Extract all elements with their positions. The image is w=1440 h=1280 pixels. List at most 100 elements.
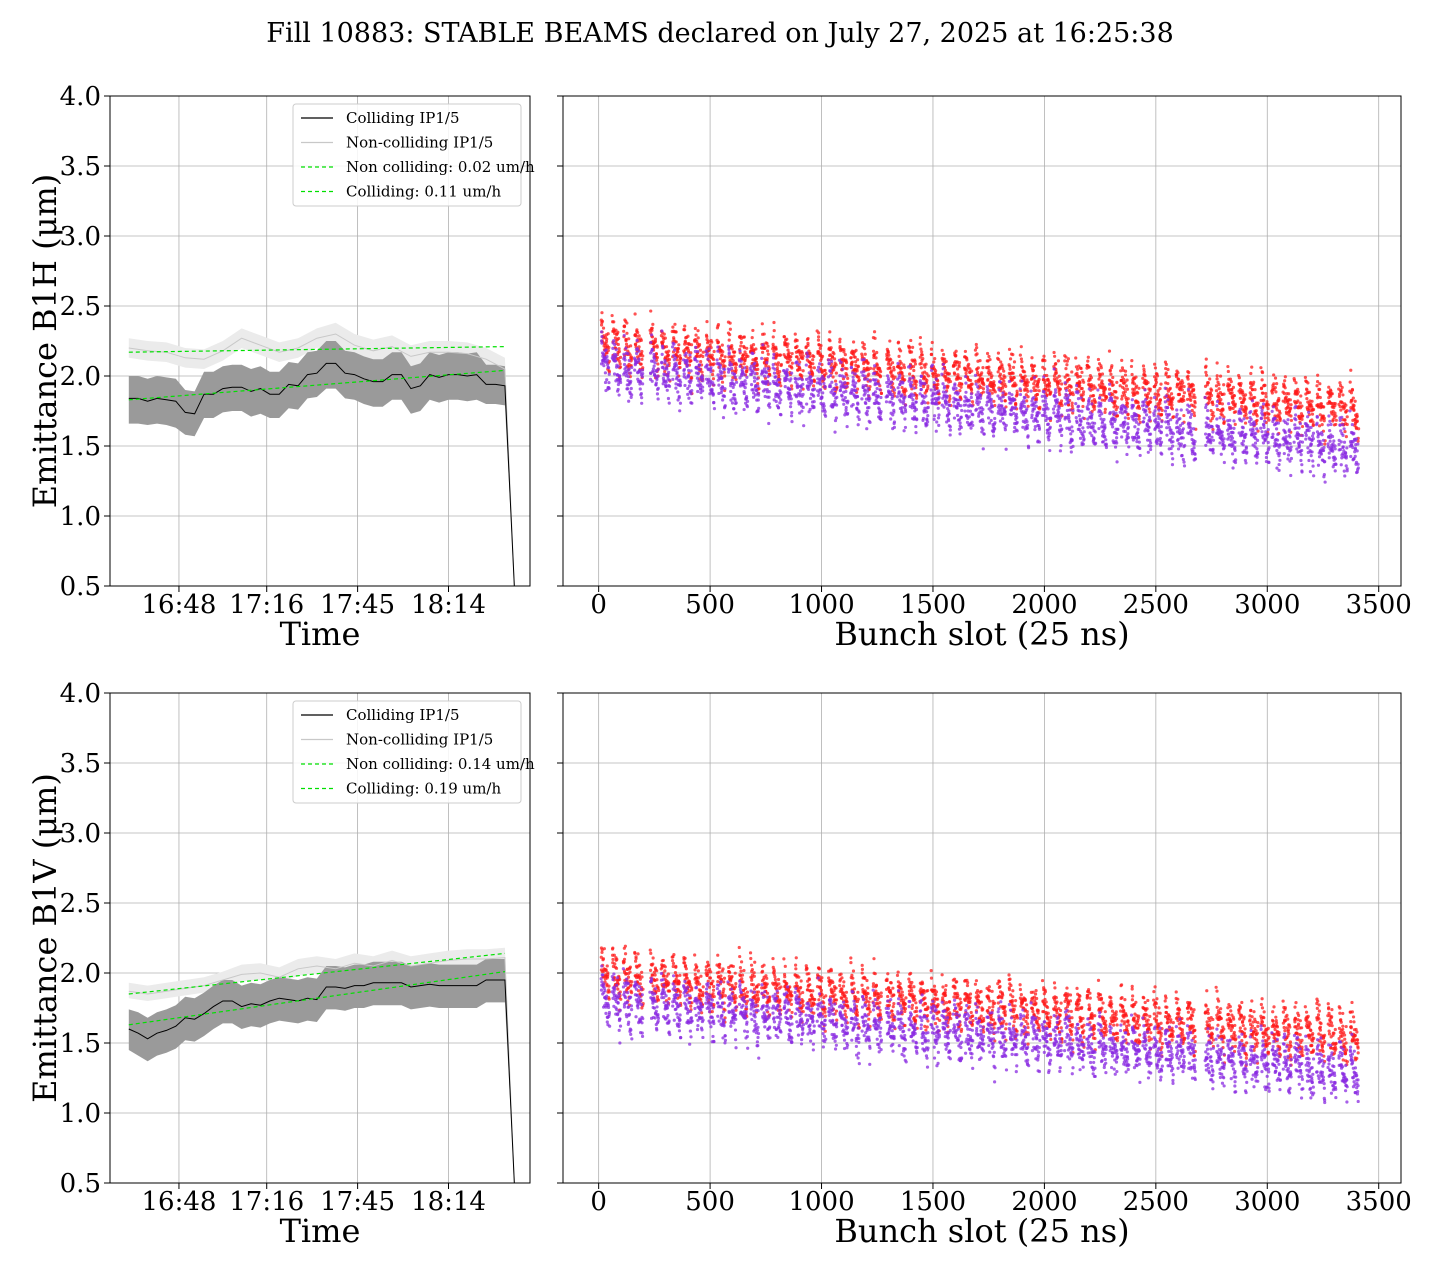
bunch-point	[846, 411, 850, 416]
bunch-point	[943, 357, 947, 361]
bunch-point	[622, 362, 627, 367]
bunch-point	[712, 383, 716, 387]
bunch-point	[808, 407, 812, 411]
bunch-point	[1055, 400, 1059, 404]
bunch-point	[937, 423, 941, 427]
bunch-point	[640, 375, 645, 379]
bunch-point	[1338, 418, 1342, 423]
bunch-point	[1164, 371, 1168, 375]
bunch-point	[1078, 422, 1083, 427]
bunch-point	[667, 370, 671, 374]
bunch-point	[926, 386, 930, 390]
bunch-point	[1057, 410, 1061, 414]
bunch-point	[1163, 409, 1168, 413]
bunch-point	[600, 311, 604, 315]
bunch-point	[1355, 449, 1359, 453]
bunch-point	[851, 371, 855, 375]
bunch-point	[726, 370, 731, 374]
bunch-point	[932, 360, 936, 364]
bunch-point	[1047, 438, 1051, 442]
bunch-point	[667, 357, 672, 362]
bunch-point	[1130, 358, 1134, 363]
bunch-point	[1075, 367, 1080, 371]
bunch-point	[1217, 383, 1221, 387]
bunch-point	[1042, 354, 1046, 358]
bunch-point	[929, 388, 933, 392]
bunch-point	[800, 351, 804, 355]
bunch-point	[686, 374, 691, 378]
bunch-point	[1292, 378, 1297, 382]
bunch-point	[953, 372, 957, 376]
bunch-point	[989, 371, 993, 375]
bunch-point	[872, 330, 877, 334]
bunch-point	[934, 377, 938, 381]
bunch-point	[1243, 393, 1248, 397]
bunch-point	[1289, 418, 1294, 423]
bunch-point	[739, 340, 743, 345]
bunch-point	[1026, 395, 1030, 399]
bunch-point	[1333, 411, 1337, 415]
bunch-point	[1153, 362, 1157, 366]
bunch-point	[1012, 360, 1017, 364]
bunch-point	[1193, 405, 1197, 409]
bunch-point	[1283, 431, 1287, 435]
bunch-point	[971, 413, 975, 417]
bunch-point	[618, 377, 622, 381]
bunch-point	[1159, 382, 1163, 386]
figure-title: Fill 10883: STABLE BEAMS declared on Jul…	[266, 18, 1174, 49]
bunch-point	[1067, 393, 1071, 397]
bunch-point	[1146, 391, 1150, 396]
bunch-point	[682, 367, 687, 372]
bunch-point	[1096, 357, 1101, 362]
bunch-point	[964, 381, 968, 385]
bunch-point	[1043, 359, 1047, 363]
bunch-point	[1158, 398, 1162, 402]
plot-area	[128, 322, 515, 586]
bunch-point	[651, 370, 655, 374]
bunch-point	[1322, 416, 1326, 420]
bunch-point	[1170, 403, 1174, 407]
bunch-point	[1296, 390, 1300, 394]
bunch-point	[785, 337, 789, 341]
bunch-point	[720, 370, 724, 374]
bunch-point	[937, 396, 941, 400]
bunch-point	[1036, 380, 1041, 384]
bunch-point	[652, 364, 656, 368]
bunch-point	[752, 379, 757, 383]
bunch-point	[833, 379, 838, 383]
bunch-point	[929, 347, 934, 351]
bunch-point	[1125, 378, 1129, 382]
bunch-point	[1232, 419, 1236, 423]
bunch-point	[1182, 391, 1186, 395]
bunch-point	[1144, 413, 1149, 417]
bunch-point	[1306, 410, 1311, 414]
bunch-point	[786, 342, 790, 346]
y-axis-label: Emittance B1V (μm)	[26, 773, 64, 1103]
bunch-point	[889, 385, 893, 390]
bunch-point	[1066, 357, 1071, 361]
bunch-point	[908, 372, 912, 376]
bunch-point	[1264, 391, 1268, 396]
bunch-point	[1337, 442, 1341, 446]
bunch-point	[1166, 398, 1170, 402]
bunch-point	[1103, 425, 1107, 429]
bunch-point	[716, 345, 720, 349]
bunch-point	[667, 384, 672, 388]
bunch-point	[733, 350, 737, 354]
bunch-point	[617, 347, 621, 351]
bunch-point	[656, 362, 660, 366]
bunch-point	[1233, 440, 1237, 444]
bunch-point	[1170, 463, 1175, 467]
bunch-point	[1131, 403, 1136, 408]
bunch-point	[918, 379, 922, 383]
bunch-point	[1002, 379, 1006, 383]
bunch-point	[1283, 375, 1287, 379]
bunch-point	[1186, 387, 1191, 391]
bunch-point	[1217, 387, 1221, 391]
bunch-point	[998, 419, 1003, 423]
bunch-point	[833, 365, 837, 369]
bunch-point	[1353, 446, 1358, 450]
bunch-point	[672, 348, 677, 352]
bunch-point	[912, 403, 916, 407]
bunch-point	[855, 367, 859, 371]
